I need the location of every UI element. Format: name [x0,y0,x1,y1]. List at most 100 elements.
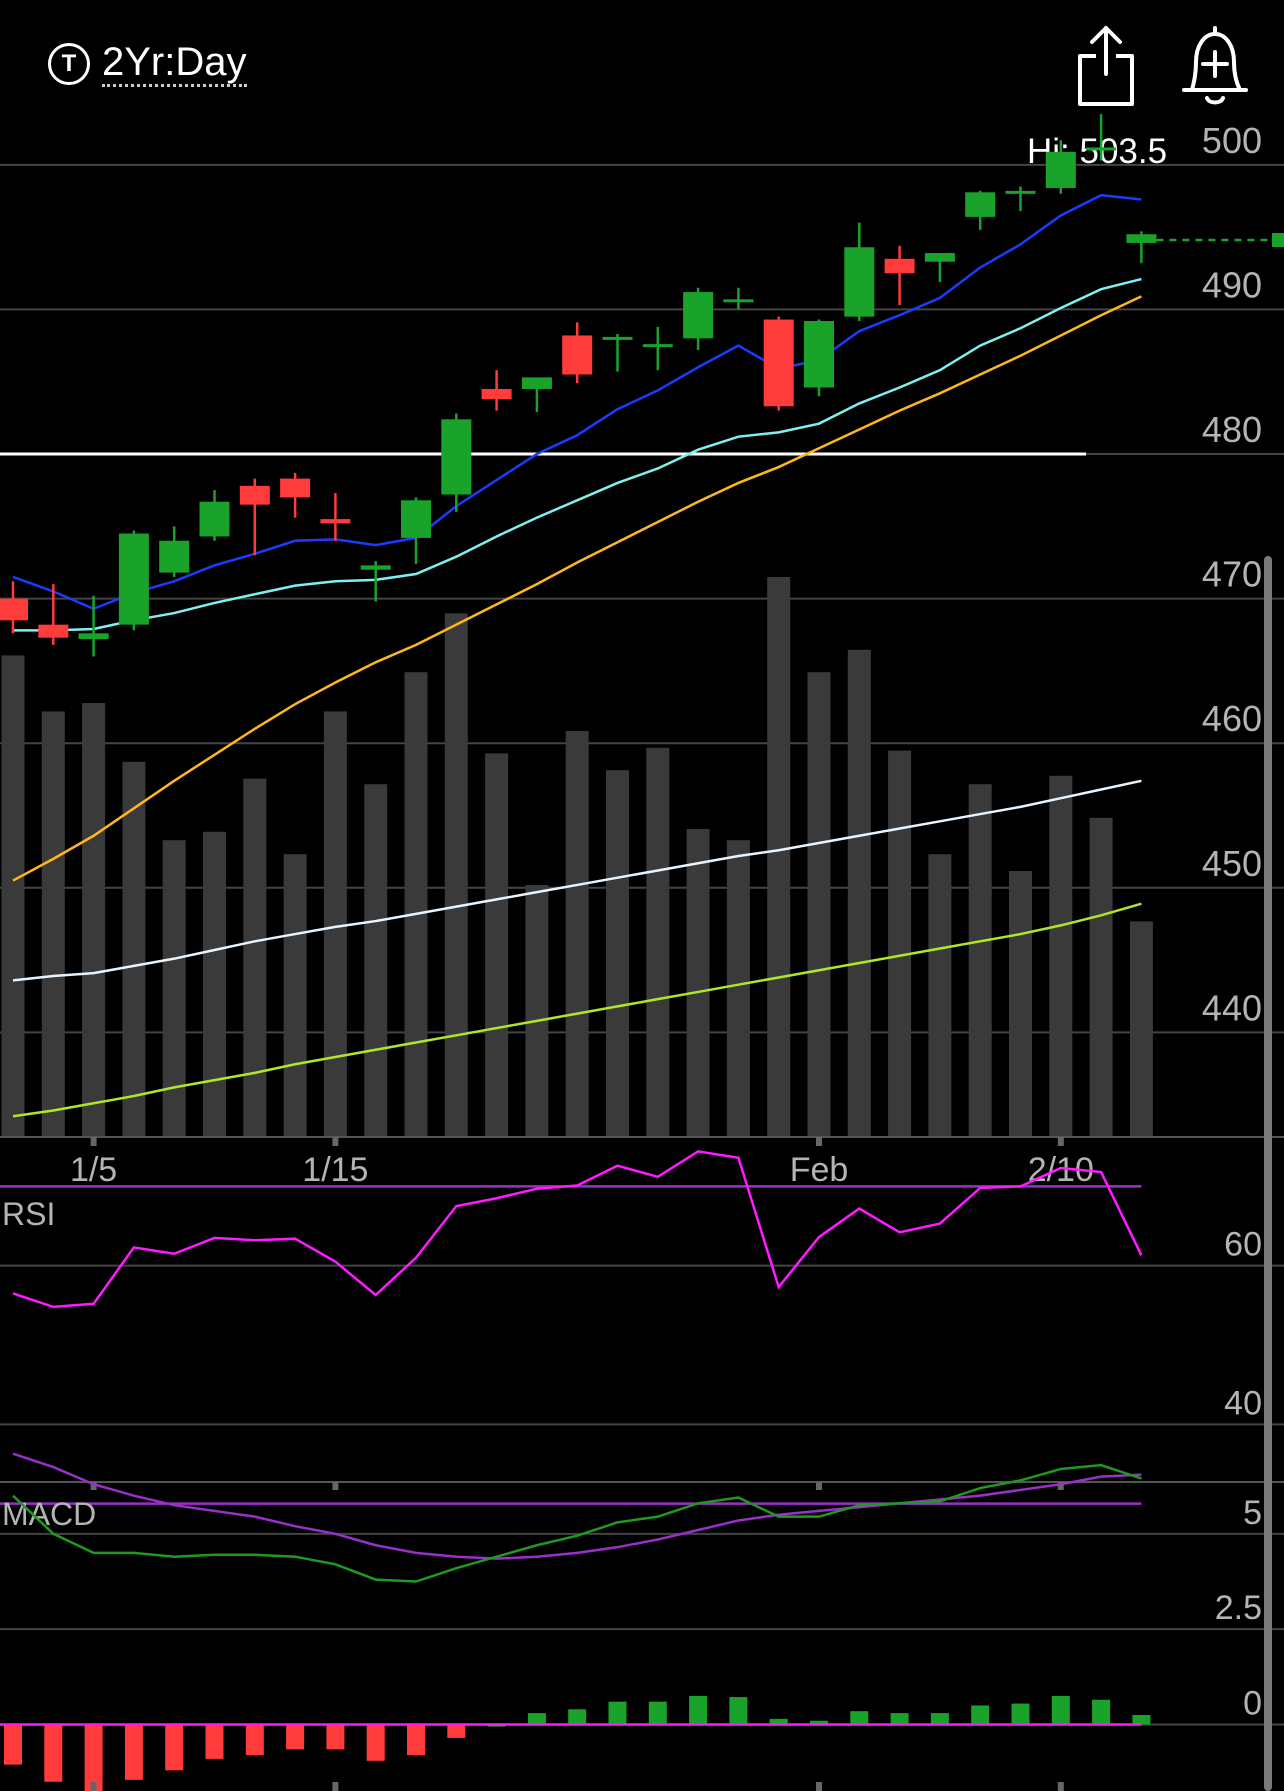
candle-body [1086,147,1117,151]
candle-body [924,253,955,262]
macd-histogram-bar [447,1724,466,1738]
volume-bar [283,854,307,1137]
volume-bar [82,703,106,1137]
last-price-marker [1272,233,1284,248]
candle-body [723,299,754,303]
candle-body [642,344,673,348]
macd-histogram-bar [286,1724,305,1750]
volume-bar [122,761,146,1137]
volume-bar [485,753,509,1137]
volume-bar [888,750,912,1137]
volume-bar [1089,817,1113,1137]
chart-header: T 2Yr:Day [0,0,1284,130]
volume-bar [565,731,589,1137]
volume-bar [203,831,226,1137]
bell-plus-icon[interactable] [1178,22,1252,108]
macd-histogram-bar [84,1724,103,1791]
price-axis-tick-label: 500 [1202,120,1262,161]
macd-histogram-bar [1051,1695,1070,1725]
volume-bar [41,711,65,1137]
x-axis-tick-label: 1/15 [302,1151,368,1189]
macd-axis-tick-label: 0 [1243,1685,1262,1723]
macd-histogram-bar [890,1713,909,1725]
candle-body [521,377,552,389]
candle-body [38,624,69,638]
price-axis-tick-label: 470 [1202,554,1262,595]
macd-histogram-bar [608,1701,627,1725]
candle-body [280,478,311,498]
candle-body [481,388,512,400]
volume-bar [1129,921,1153,1137]
candle-body [683,292,714,339]
candle-body [844,247,875,317]
volume-bar [1,655,25,1137]
rsi-line [12,1150,1143,1309]
macd-histogram-bar [44,1724,63,1782]
macd-line [12,1463,1142,1583]
macd-histogram-bar [1011,1703,1030,1725]
macd-histogram-bar [366,1724,385,1761]
macd-histogram-bar [205,1724,224,1759]
macd-histogram-bar [971,1705,990,1725]
period-label: 2Yr:Day [102,40,247,87]
macd-histogram-bar [769,1718,788,1725]
volume-bar [606,770,629,1137]
price-axis-tick-label: 490 [1202,264,1262,305]
volume-bar [646,747,670,1137]
macd-axis-tick-label: 2.5 [1215,1589,1262,1627]
macd-histogram-bar [689,1695,708,1725]
macd-histogram-bar [4,1724,22,1765]
x-axis-tick-label: 1/5 [70,1151,117,1189]
price-axis-tick-label: 450 [1202,843,1262,884]
ticker-circle-icon: T [48,42,90,85]
price-axis-tick-label: 480 [1202,409,1262,450]
volume-bar [404,672,428,1137]
scrollbar[interactable] [1264,556,1272,1791]
candle-body [0,598,28,621]
macd-histogram-bar [165,1724,184,1771]
rsi-title: RSI [2,1196,55,1232]
macd-histogram-bar [568,1709,587,1725]
x-axis-tick-label: Feb [790,1151,849,1189]
candle-body [884,258,915,274]
price-axis-tick-label: 440 [1202,987,1262,1028]
volume-bar [1009,871,1032,1137]
volume-bar [928,854,952,1137]
period-selector[interactable]: T 2Yr:Day [48,40,247,87]
macd-histogram-bar [729,1697,748,1725]
candle-body [159,540,190,573]
macd-signal-line [12,1452,1142,1560]
volume-bar [444,613,468,1137]
macd-histogram-bar [326,1724,345,1750]
volume-bar [807,672,831,1137]
price-axis-tick-label: 460 [1202,698,1262,739]
rsi-axis-tick-label: 60 [1224,1226,1262,1264]
candle-body [199,501,230,537]
ma10-line [13,277,1142,632]
macd-histogram-bar [1132,1715,1151,1725]
candle-body [1045,151,1076,188]
candle-body [118,533,149,625]
candle-body [1005,190,1036,194]
candle-body [441,419,472,495]
macd-histogram-bar [930,1713,949,1725]
volume-bar [767,577,791,1137]
candle-body [804,321,834,388]
macd-axis-tick-label: 5 [1243,1494,1262,1532]
ma20-line [12,295,1142,882]
ma100-line [12,902,1142,1118]
volume-bar [525,885,549,1137]
macd-histogram-bar [810,1720,828,1725]
candle-body [320,519,351,524]
candle-body [562,335,593,375]
volume-bar [364,784,388,1137]
volume-bar [726,840,750,1137]
macd-histogram-bar [527,1713,546,1725]
share-icon[interactable] [1072,22,1140,108]
macd-histogram-bar [1092,1699,1111,1725]
macd-title: MACD [2,1496,96,1532]
candle-body [401,500,431,538]
candle-body [78,633,109,640]
volume-bar [243,778,267,1137]
